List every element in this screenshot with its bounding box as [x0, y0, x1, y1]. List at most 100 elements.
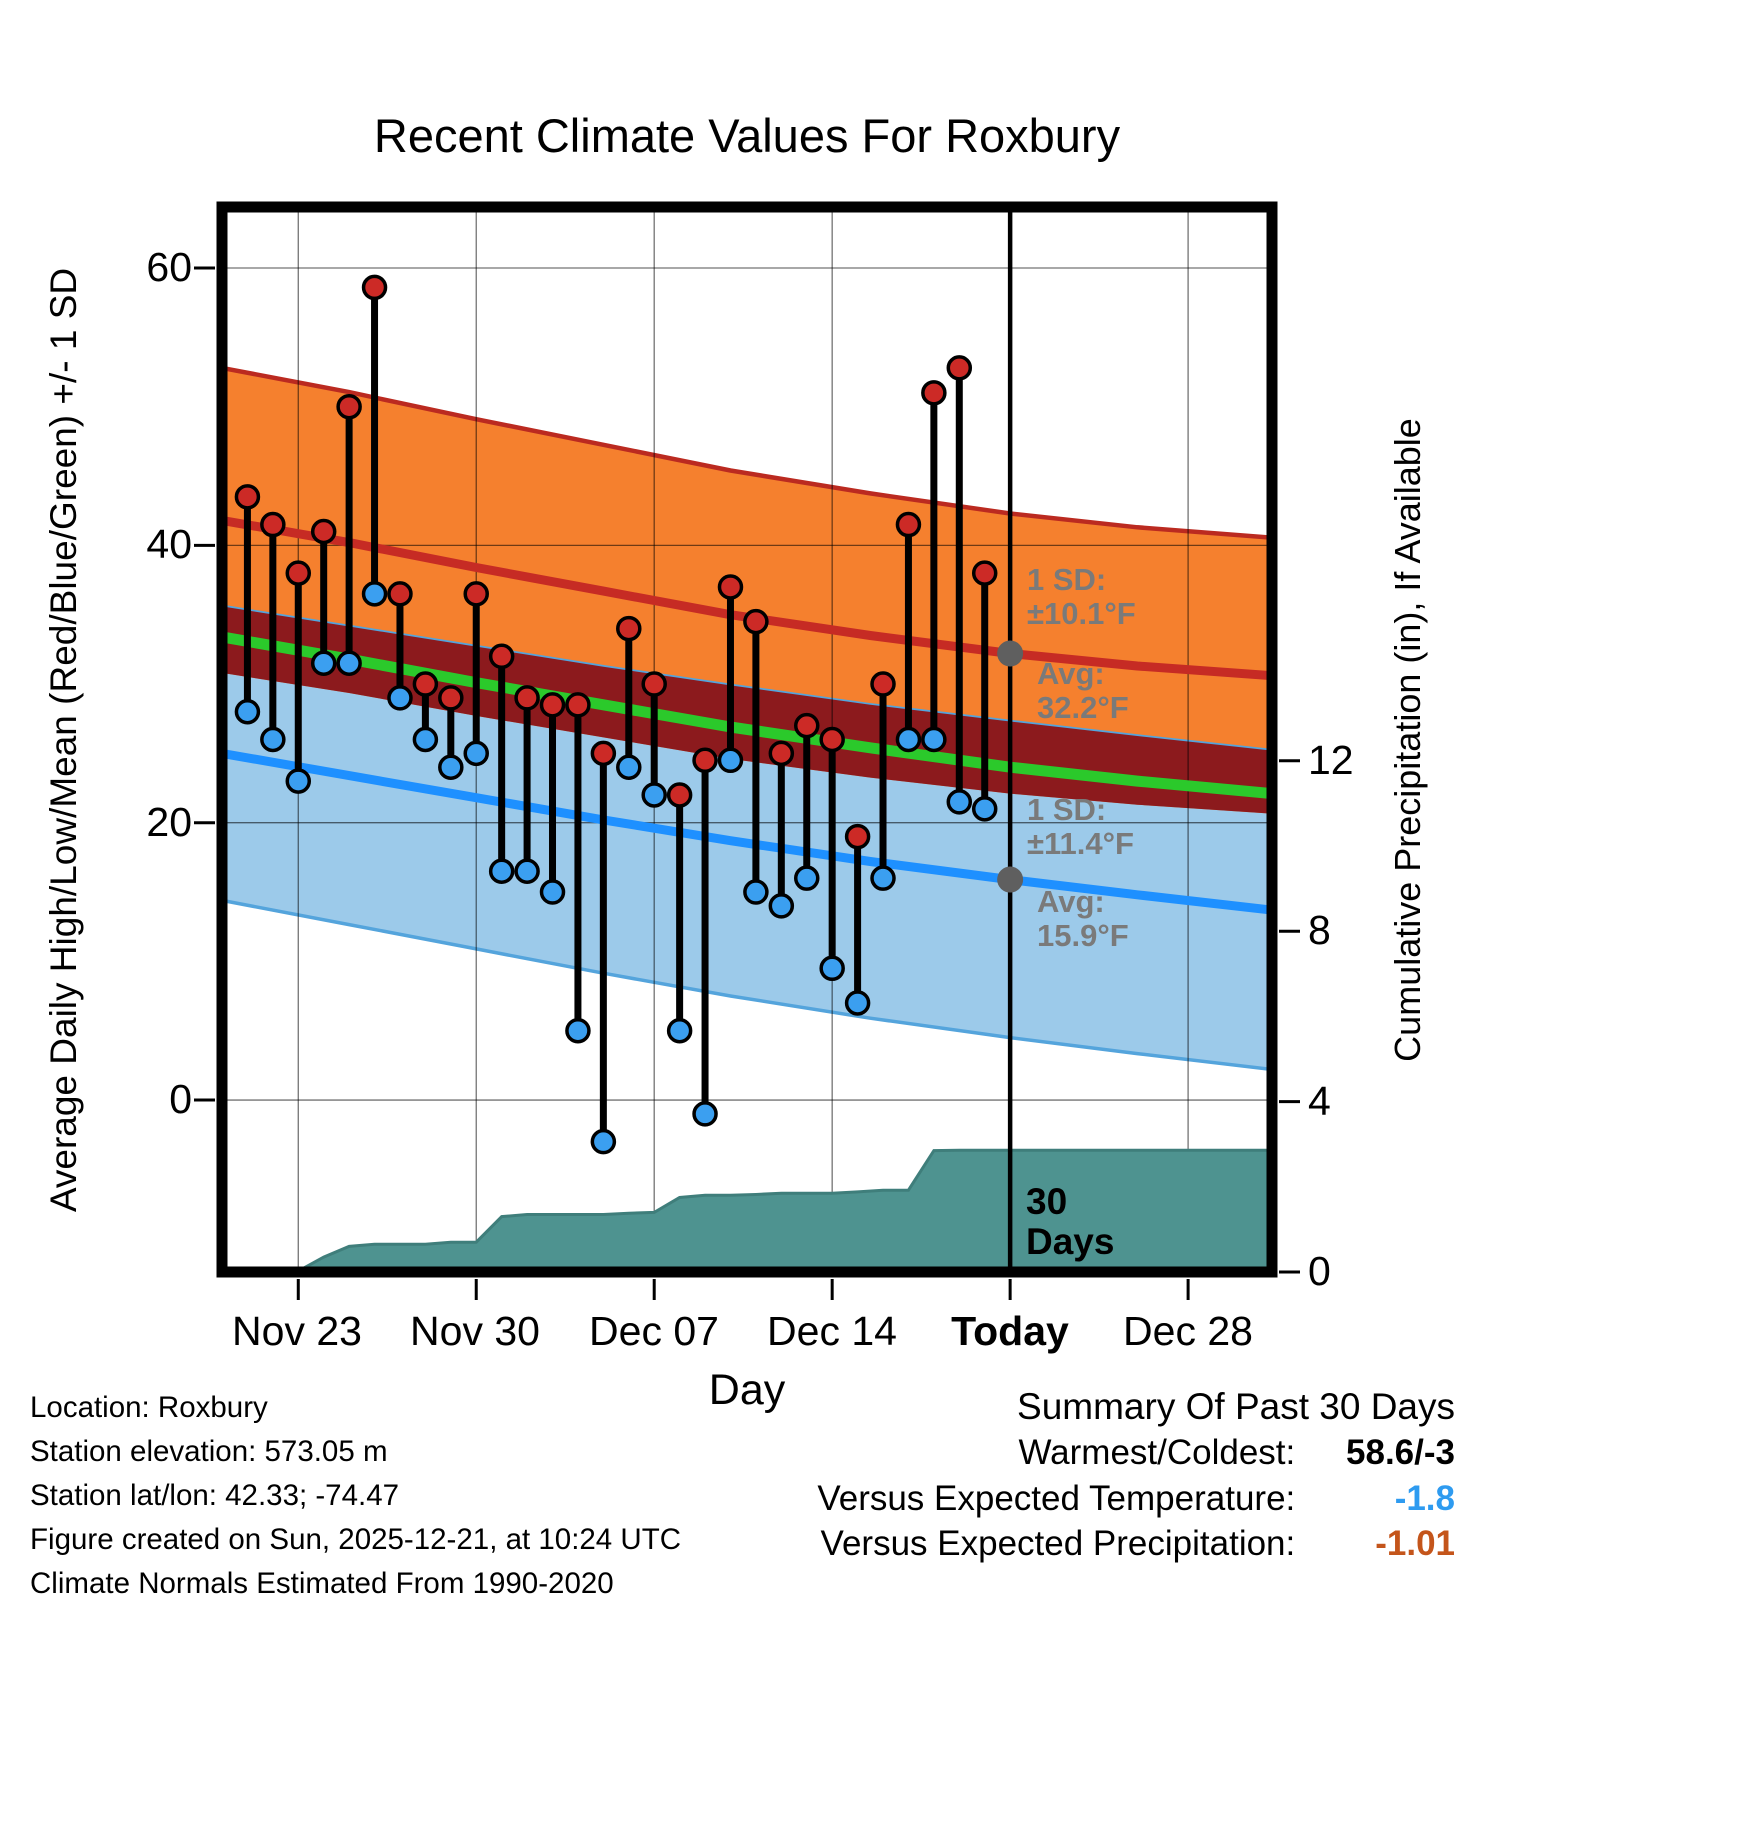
daily-low-dot	[692, 1101, 718, 1127]
daily-low-dot	[717, 747, 744, 774]
x-tick-today: Today	[951, 1308, 1069, 1354]
summary-row-warmest-coldest: Warmest/Coldest: 58.6/-3	[817, 1430, 1455, 1476]
daily-low-dot	[616, 754, 642, 780]
x-tick-nov30: Nov 30	[410, 1308, 540, 1354]
daily-low-dot	[412, 726, 439, 753]
daily-high-dot	[539, 692, 566, 718]
daily-high-dot	[971, 560, 998, 586]
summary-label: Versus Expected Precipitation:	[820, 1524, 1296, 1563]
daily-high-dot	[310, 518, 337, 545]
temp-tick-0: 0	[169, 1076, 192, 1122]
daily-high-dot	[260, 511, 286, 538]
daily-high-dot	[895, 511, 922, 538]
summary-row-vs-precipitation: Versus Expected Precipitation: -1.01	[817, 1521, 1455, 1567]
temp-tick-40: 40	[146, 521, 192, 567]
x-tick-dec07: Dec 07	[589, 1308, 719, 1354]
daily-high-dot	[717, 574, 744, 600]
temp-tick-20: 20	[146, 799, 192, 845]
daily-low-dot	[844, 990, 871, 1016]
precip-window-label-line2: Days	[1026, 1221, 1114, 1262]
climate-chart: Recent Climate Values For Roxbury Averag…	[43, 109, 1428, 1414]
summary-value: 58.6/-3	[1346, 1433, 1455, 1472]
daily-low-dot	[438, 754, 464, 780]
daily-high-dot	[463, 581, 489, 607]
daily-high-dot	[641, 671, 667, 697]
high-sd-value: ±10.1°F	[1027, 596, 1136, 631]
x-tick-dec28: Dec 28	[1123, 1308, 1253, 1354]
latlon-line: Station lat/lon: 42.33; -74.47	[30, 1479, 400, 1512]
low-avg-value: 15.9°F	[1037, 918, 1129, 953]
daily-low-dot	[514, 858, 540, 884]
precip-tick-8: 8	[1308, 907, 1331, 953]
daily-high-dot	[438, 685, 464, 711]
x-tick-nov23: Nov 23	[232, 1308, 362, 1354]
daily-high-dot	[285, 560, 312, 586]
daily-low-dot	[971, 796, 998, 822]
daily-low-dot	[946, 789, 973, 815]
daily-high-dot	[946, 355, 973, 381]
figure-metadata: Location: Roxbury Station elevation: 573…	[30, 1386, 681, 1606]
daily-high-dot	[921, 380, 947, 406]
summary-label: Versus Expected Temperature:	[817, 1478, 1296, 1518]
avg-low-line	[221, 748, 1273, 915]
daily-low-dot	[234, 699, 261, 725]
precip-tick-12: 12	[1308, 737, 1354, 783]
daily-high-dot	[590, 740, 617, 767]
daily-high-dot	[870, 671, 896, 697]
low-band-lower-edge	[221, 898, 1273, 1072]
chart-geometry	[194, 201, 1300, 1300]
daily-low-dot	[895, 726, 922, 753]
cumulative-precip-area	[247, 1148, 1274, 1274]
daily-low-dot	[387, 685, 413, 711]
plot-border	[216, 201, 1278, 1278]
x-axis-label: Day	[709, 1366, 786, 1414]
daily-low-dot	[819, 955, 845, 982]
daily-low-dot	[641, 782, 667, 808]
daily-high-dot	[565, 692, 591, 718]
summary-title: Summary Of Past 30 Days	[1017, 1386, 1455, 1427]
high-avg-value: 32.2°F	[1037, 690, 1129, 725]
summary-value: -1.01	[1375, 1524, 1455, 1563]
daily-low-dot	[768, 893, 795, 919]
daily-low-dot	[310, 650, 337, 676]
summary-block: Summary Of Past 30 Days Warmest/Coldest:…	[817, 1384, 1455, 1567]
location-line: Location: Roxbury	[30, 1391, 268, 1424]
daily-high-dot	[616, 615, 642, 642]
elevation-line: Station elevation: 573.05 m	[30, 1435, 388, 1468]
daily-high-dot	[793, 712, 820, 739]
daily-high-dot	[412, 671, 439, 697]
daily-high-dot	[234, 484, 261, 510]
daily-low-dot	[260, 726, 286, 753]
daily-high-dot	[768, 740, 795, 767]
daily-high-dot	[844, 823, 871, 850]
daily-high-dot	[488, 643, 515, 670]
created-line: Figure created on Sun, 2025-12-21, at 10…	[30, 1523, 682, 1556]
precip-tick-0: 0	[1308, 1248, 1331, 1294]
low-sd-label: 1 SD:	[1027, 792, 1106, 827]
daily-high-dot	[387, 581, 413, 607]
today-avg-high-marker	[997, 640, 1024, 667]
y-axis-left-label: Average Daily High/Low/Mean (Red/Blue/Gr…	[43, 268, 84, 1212]
high-sd-label: 1 SD:	[1027, 562, 1106, 597]
precip-tick-4: 4	[1308, 1078, 1331, 1124]
low-avg-label: Avg:	[1037, 884, 1105, 919]
summary-label: Warmest/Coldest:	[1018, 1433, 1296, 1472]
y-axis-right-label: Cumulative Precipitation (in), If Availa…	[1387, 418, 1428, 1062]
today-avg-low-marker	[997, 866, 1024, 893]
summary-row-vs-temperature: Versus Expected Temperature: -1.8	[817, 1476, 1455, 1522]
daily-low-dot	[488, 858, 515, 884]
daily-low-dot	[870, 865, 896, 891]
daily-low-dot	[666, 1017, 693, 1044]
daily-low-dot	[743, 879, 769, 905]
temp-tick-60: 60	[146, 244, 192, 290]
normals-line: Climate Normals Estimated From 1990-2020	[30, 1567, 614, 1600]
daily-high-dot	[361, 274, 388, 301]
low-sd-value: ±11.4°F	[1027, 826, 1134, 861]
daily-high-dot	[692, 747, 718, 774]
daily-low-dot	[565, 1017, 591, 1044]
daily-low-dot	[590, 1128, 617, 1155]
daily-low-dot	[463, 740, 489, 767]
daily-low-dot	[539, 879, 566, 905]
x-tick-dec14: Dec 14	[767, 1308, 897, 1354]
high-band-upper-edge	[221, 365, 1273, 540]
